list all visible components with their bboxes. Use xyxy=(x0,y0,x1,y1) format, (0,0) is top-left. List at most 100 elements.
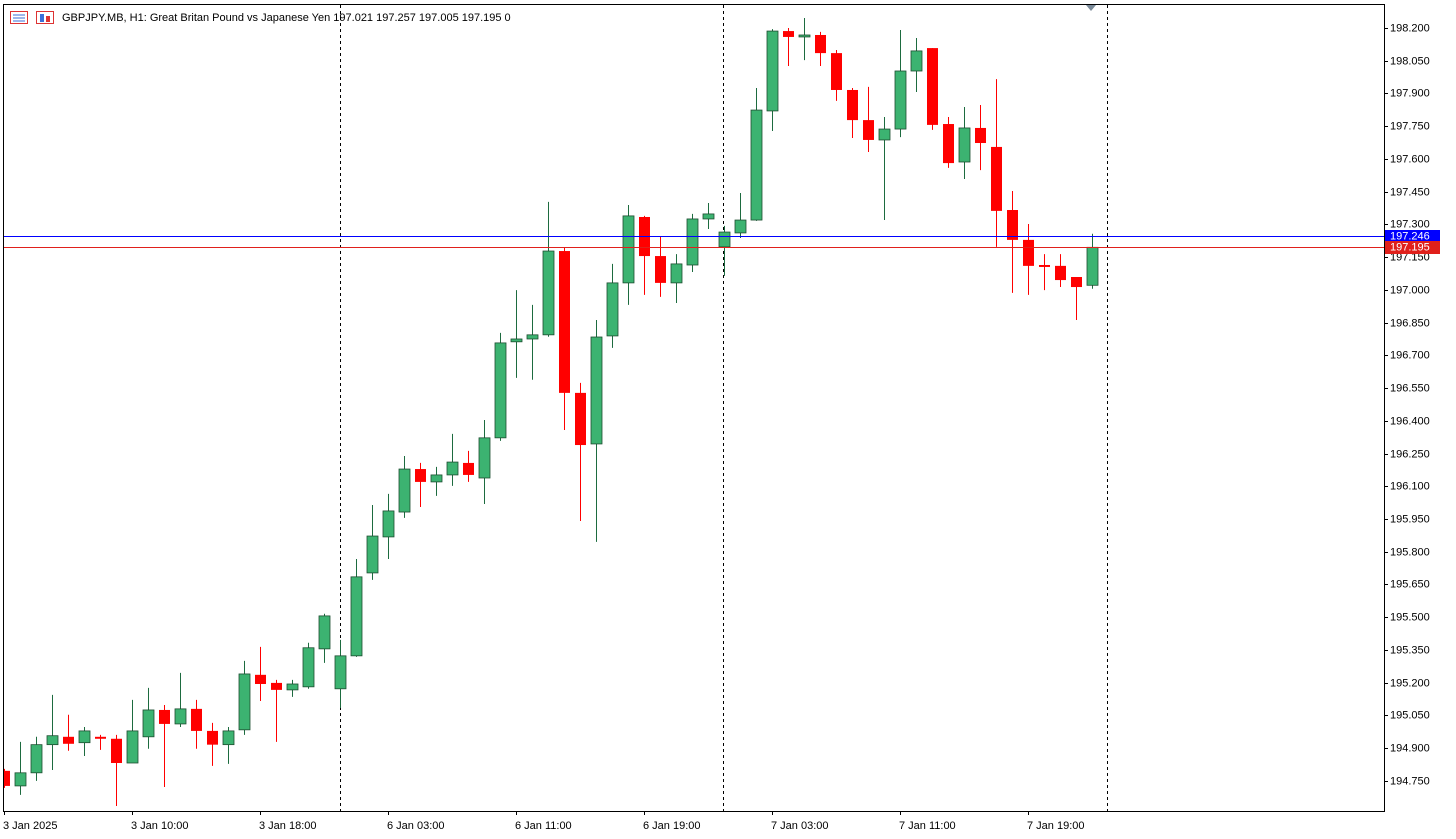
candle-body xyxy=(718,231,731,248)
icon xyxy=(46,16,50,22)
y-tick-label: 197.150 xyxy=(1390,251,1430,263)
candle-body xyxy=(191,708,202,731)
y-tick-label: 195.800 xyxy=(1390,546,1430,558)
y-tick-label: 195.650 xyxy=(1390,578,1430,590)
plot-frame xyxy=(3,4,1385,812)
candle-body xyxy=(78,730,91,744)
candle-body xyxy=(559,251,570,393)
candle-body xyxy=(286,683,299,691)
candle-body xyxy=(238,673,251,731)
candle-body xyxy=(63,736,74,744)
y-tick-label: 194.900 xyxy=(1390,742,1430,754)
x-tick-label: 3 Jan 18:00 xyxy=(259,820,317,832)
candle-body xyxy=(734,219,747,234)
x-tick-label: 7 Jan 03:00 xyxy=(771,820,829,832)
candle-body xyxy=(991,146,1002,211)
header-icons xyxy=(10,11,54,24)
candle-body xyxy=(142,709,155,738)
candle-body xyxy=(655,256,666,283)
candle-body xyxy=(798,34,811,38)
y-tick-label: 195.950 xyxy=(1390,513,1430,525)
candle-body xyxy=(542,250,555,336)
y-tick-label: 194.750 xyxy=(1390,775,1430,787)
period-separators xyxy=(340,5,1108,811)
bid-line-label: 197.195 xyxy=(1390,241,1430,253)
candle-body xyxy=(815,34,826,54)
candle-body xyxy=(878,128,891,141)
y-tick-label: 196.400 xyxy=(1390,415,1430,427)
candle-body xyxy=(1039,264,1050,267)
candle-body xyxy=(334,655,347,690)
x-tick-label: 7 Jan 11:00 xyxy=(899,820,956,832)
candle-body xyxy=(111,738,122,763)
y-tick-label: 196.250 xyxy=(1390,448,1430,460)
candle-body xyxy=(4,770,10,786)
candle-body xyxy=(975,127,986,144)
candle-body xyxy=(446,461,459,476)
x-tick-label: 7 Jan 19:00 xyxy=(1027,820,1085,832)
candle-body xyxy=(766,30,779,112)
x-tick-label: 6 Jan 03:00 xyxy=(387,820,445,832)
y-tick-label: 196.100 xyxy=(1390,480,1430,492)
candle-body xyxy=(590,336,603,445)
ask-line-tag xyxy=(1385,230,1440,243)
candle-body xyxy=(398,468,411,513)
candle-body xyxy=(95,736,106,739)
candle-body xyxy=(350,576,363,657)
candle-body xyxy=(14,772,27,787)
candle-body xyxy=(702,213,715,220)
candle-body xyxy=(863,120,874,140)
candle-body xyxy=(46,735,59,746)
candle-body xyxy=(831,53,842,90)
candle-body xyxy=(686,218,699,266)
candle-body xyxy=(494,342,507,439)
candle-body xyxy=(30,744,43,774)
candle-body xyxy=(302,647,315,688)
candle-body xyxy=(943,124,954,164)
candle-body xyxy=(430,474,443,483)
icon xyxy=(36,11,54,24)
x-tick-label: 6 Jan 11:00 xyxy=(515,820,572,832)
candle-body xyxy=(126,730,139,764)
x-tick-label: 6 Jan 19:00 xyxy=(643,820,701,832)
y-tick-label: 197.450 xyxy=(1390,186,1430,198)
ask-line-label: 197.246 xyxy=(1390,230,1430,242)
candle-body xyxy=(670,263,683,284)
candle-body xyxy=(1086,246,1099,286)
candle-body xyxy=(255,674,266,684)
candle-body xyxy=(1071,277,1082,288)
candle-body xyxy=(1023,239,1034,266)
candle-body xyxy=(622,215,635,284)
candle-body xyxy=(271,682,282,690)
candle-body xyxy=(207,730,218,745)
candle-body xyxy=(958,127,971,163)
candle-body xyxy=(927,48,938,125)
candle-body xyxy=(510,338,523,343)
y-tick-label: 197.600 xyxy=(1390,153,1430,165)
candle-body xyxy=(894,70,907,130)
candle-body xyxy=(174,708,187,725)
y-tick-label: 197.900 xyxy=(1390,87,1430,99)
candle-body xyxy=(159,709,170,724)
candle-body xyxy=(222,730,235,746)
candle-body xyxy=(526,334,539,340)
x-tick-label: 3 Jan 10:00 xyxy=(131,820,189,832)
candle-body xyxy=(382,510,395,538)
y-tick-label: 198.050 xyxy=(1390,55,1430,67)
x-tick-label: 3 Jan 2025 xyxy=(3,820,57,832)
candle-body xyxy=(575,392,586,446)
chart-title: GBPJPY.MB, H1: Great Britan Pound vs Jap… xyxy=(62,12,511,24)
y-tick-label: 198.200 xyxy=(1390,22,1430,34)
candle-body xyxy=(750,109,763,221)
y-tick-label: 195.050 xyxy=(1390,709,1430,721)
y-tick-label: 195.200 xyxy=(1390,677,1430,689)
candle-body xyxy=(366,535,379,574)
candle-body xyxy=(463,462,474,475)
candle-body xyxy=(1007,210,1018,240)
bid-line-tag xyxy=(1385,241,1440,254)
candle-body xyxy=(910,50,923,72)
shift-marker xyxy=(1086,5,1096,11)
y-tick-label: 196.700 xyxy=(1390,349,1430,361)
y-tick-label: 197.750 xyxy=(1390,120,1430,132)
